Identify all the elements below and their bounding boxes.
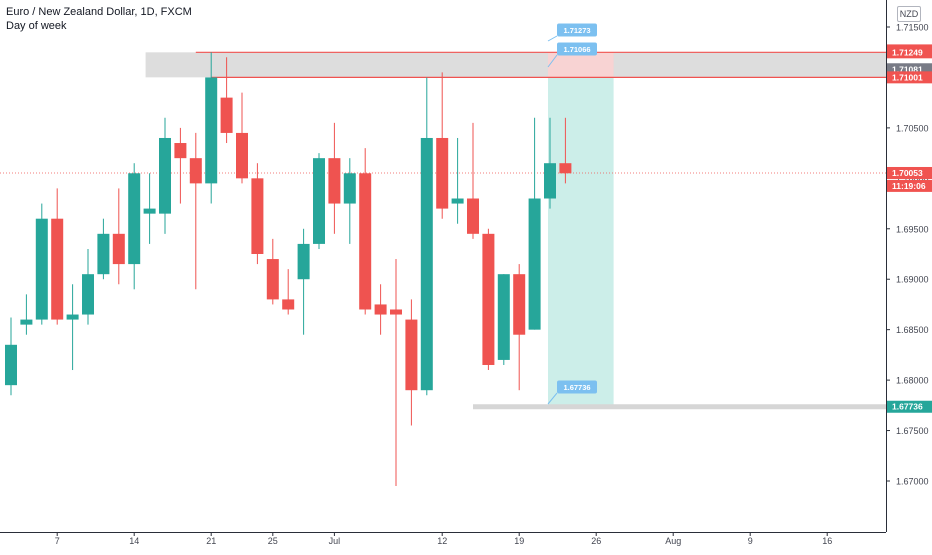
horizontal-lines — [0, 51, 886, 410]
candle-body — [205, 77, 218, 184]
price-tick-label: 1.67500 — [896, 426, 929, 436]
stop-area — [548, 52, 614, 78]
time-tick-label: Aug — [665, 536, 681, 546]
time-tick-label: 16 — [822, 536, 832, 546]
chart-title: Euro / New Zealand Dollar, 1D, FXCM — [6, 6, 192, 18]
candle-body — [359, 173, 372, 310]
zone-rect — [145, 52, 887, 78]
label-target-pointer — [547, 392, 558, 405]
candle-body — [251, 178, 264, 254]
price-label-box — [887, 179, 932, 192]
time-tick-label: 25 — [268, 536, 278, 546]
price-label-text: 11:19:06 — [892, 181, 926, 191]
candle-body — [266, 259, 279, 300]
candle-body — [112, 233, 125, 265]
label-top-pointer — [547, 35, 558, 42]
candle-body — [436, 137, 449, 209]
price-tick-label: 1.71500 — [896, 23, 929, 33]
candle-body — [66, 314, 79, 320]
candle-body — [51, 218, 64, 320]
price-label-text: 1.67736 — [892, 402, 923, 412]
candle-body — [343, 173, 356, 204]
target-area — [548, 77, 614, 407]
candle-body — [528, 198, 541, 330]
candle-body — [559, 163, 572, 174]
chart-subtitle: Day of week — [6, 20, 67, 32]
price-tick-label: 1.67000 — [896, 477, 929, 487]
candle-body — [189, 158, 202, 184]
position-labels: 1.71273 1.71066 1.67736 — [547, 23, 597, 405]
candle-body — [513, 274, 526, 335]
price-tick-label: 1.69000 — [896, 275, 929, 285]
label-entry-pointer — [547, 54, 558, 68]
label-target-text: 1.67736 — [563, 383, 590, 392]
price-label-text: 1.70053 — [892, 168, 923, 178]
time-tick-label: 26 — [591, 536, 601, 546]
price-label-box — [887, 46, 932, 59]
target-line — [473, 404, 886, 410]
candle-body — [35, 218, 48, 320]
candle-body — [451, 198, 464, 204]
candle-body — [97, 233, 110, 275]
candle-body — [236, 132, 248, 179]
candle-body — [159, 137, 171, 214]
price-label-box — [887, 71, 932, 84]
candle-body — [220, 97, 233, 133]
price-label-box — [887, 400, 932, 413]
candle-body — [82, 274, 94, 315]
price-tick-label: 1.68000 — [896, 376, 929, 386]
candle-body — [143, 208, 156, 214]
candle-body — [390, 309, 402, 315]
candle-body — [328, 158, 341, 204]
time-tick-label: Jul — [329, 536, 341, 546]
candle-body — [374, 304, 387, 315]
position-tool[interactable] — [548, 52, 614, 407]
label-top-text: 1.71273 — [563, 26, 590, 35]
price-tick-label: 1.70500 — [896, 123, 929, 133]
label-entry-box — [557, 42, 597, 56]
price-axis[interactable]: 1.715001.710001.705001.700001.695001.690… — [886, 0, 932, 532]
candle-body — [497, 274, 510, 360]
candle-body — [20, 319, 33, 325]
label-entry-text: 1.71066 — [563, 45, 590, 54]
time-tick-label: 12 — [437, 536, 447, 546]
label-target-box — [557, 380, 597, 394]
candle-body — [467, 198, 479, 234]
candle-body — [420, 137, 433, 391]
candle-body — [174, 143, 187, 159]
time-tick-label: 19 — [514, 536, 524, 546]
time-tick-label: 7 — [55, 536, 60, 546]
candle-body — [5, 344, 17, 386]
candle-body — [282, 299, 295, 310]
price-label-text: 1.71249 — [892, 47, 923, 57]
candle-body — [313, 158, 325, 244]
time-tick-label: 21 — [206, 536, 216, 546]
price-label-text: 1.71001 — [892, 72, 923, 82]
time-axis[interactable]: 7 14 21 25 Jul 12 19 26 Aug 9 16 — [0, 532, 886, 546]
time-tick-label: 9 — [748, 536, 753, 546]
candle-body — [544, 163, 556, 199]
price-tick-label: 1.69500 — [896, 224, 929, 234]
candle-body — [128, 173, 141, 265]
supply-zone — [145, 52, 887, 78]
candle-body — [297, 243, 310, 280]
label-top-box — [557, 23, 597, 37]
price-tick-label: 1.68500 — [896, 325, 929, 335]
time-tick-label: 14 — [129, 536, 139, 546]
currency-button[interactable]: NZD — [897, 6, 921, 22]
price-label-box — [887, 166, 932, 179]
price-label-text: 1.71081 — [892, 64, 923, 74]
candle-body — [482, 233, 495, 365]
candle-body — [405, 319, 418, 391]
candles — [5, 52, 572, 487]
